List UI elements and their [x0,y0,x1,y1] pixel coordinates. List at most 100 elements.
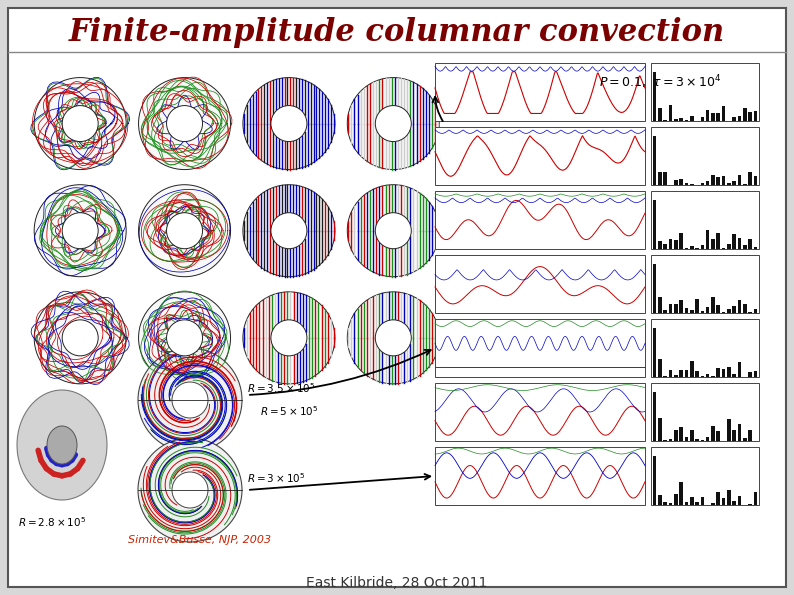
Circle shape [34,292,126,384]
Bar [653,456,657,505]
Circle shape [243,292,335,384]
Bar [700,376,704,377]
Bar [700,245,704,249]
Bar [680,178,683,185]
Bar [680,427,683,441]
Bar [658,418,661,441]
Bar [664,376,667,377]
Bar [658,108,661,121]
Bar [680,233,683,249]
Bar [706,181,710,185]
Bar [674,303,677,313]
Bar [700,183,704,185]
Bar [658,296,661,313]
Circle shape [347,184,439,277]
Circle shape [347,77,439,170]
Bar [674,430,677,441]
Ellipse shape [47,426,77,464]
Bar [435,63,645,121]
Bar [680,483,683,505]
Bar [706,437,710,441]
Bar [732,374,736,377]
Bar [664,120,667,121]
Bar [669,239,673,249]
Circle shape [62,212,98,249]
Bar [658,240,661,249]
Bar [743,304,746,313]
Bar [727,490,730,505]
Bar [738,496,742,505]
Circle shape [376,105,411,142]
Bar [748,172,752,185]
Bar [653,328,657,377]
Bar [754,111,757,121]
Bar [722,498,726,505]
Text: $R = 5 \times 10^5$: $R = 5 \times 10^5$ [260,404,318,418]
Bar [716,431,720,441]
Bar [653,136,657,185]
Bar [690,115,693,121]
Bar [716,177,720,185]
Circle shape [138,348,242,452]
Bar [732,430,736,441]
Bar [754,247,757,249]
Circle shape [376,212,411,249]
Circle shape [138,77,230,170]
Circle shape [34,77,126,170]
Circle shape [34,184,126,277]
Bar [700,440,704,441]
Circle shape [243,77,335,170]
Bar [684,308,688,313]
Circle shape [62,105,98,142]
Bar [674,375,677,377]
Bar [684,120,688,121]
Bar [722,312,726,313]
Bar [651,63,759,121]
Bar [706,230,710,249]
Circle shape [172,382,208,418]
Text: East Kilbride, 28 Oct 2011: East Kilbride, 28 Oct 2011 [306,576,488,590]
Bar [722,106,726,121]
Bar [435,383,645,441]
Bar [690,246,693,249]
Circle shape [62,320,98,356]
Bar [658,171,661,185]
Bar [651,319,759,377]
Bar [690,497,693,505]
Bar [669,105,673,121]
Circle shape [376,320,411,356]
Bar [754,176,757,185]
Bar [435,319,645,377]
Bar [738,175,742,185]
Bar [669,439,673,441]
Bar [684,183,688,185]
Bar [722,176,726,185]
Text: $R = 3.5 \times 10^5$: $R = 3.5 \times 10^5$ [247,381,315,395]
Bar [658,359,661,377]
Bar [696,439,699,441]
Bar [727,419,730,441]
Bar [743,439,746,441]
Bar [669,503,673,505]
Bar [738,300,742,313]
Bar [674,240,677,249]
Text: Finite-amplitude columnar convection: Finite-amplitude columnar convection [69,17,725,48]
Bar [732,501,736,505]
Bar [696,502,699,505]
Bar [653,264,657,313]
Bar [727,245,730,249]
Bar [716,368,720,377]
Bar [674,494,677,505]
Bar [435,447,645,505]
Bar [748,430,752,441]
Bar [711,174,715,185]
Bar [748,504,752,505]
Circle shape [167,320,202,356]
Circle shape [167,212,202,249]
Bar [716,113,720,121]
Bar [653,200,657,249]
Bar [711,296,715,313]
Bar [664,310,667,313]
FancyBboxPatch shape [8,8,786,587]
Bar [727,367,730,377]
